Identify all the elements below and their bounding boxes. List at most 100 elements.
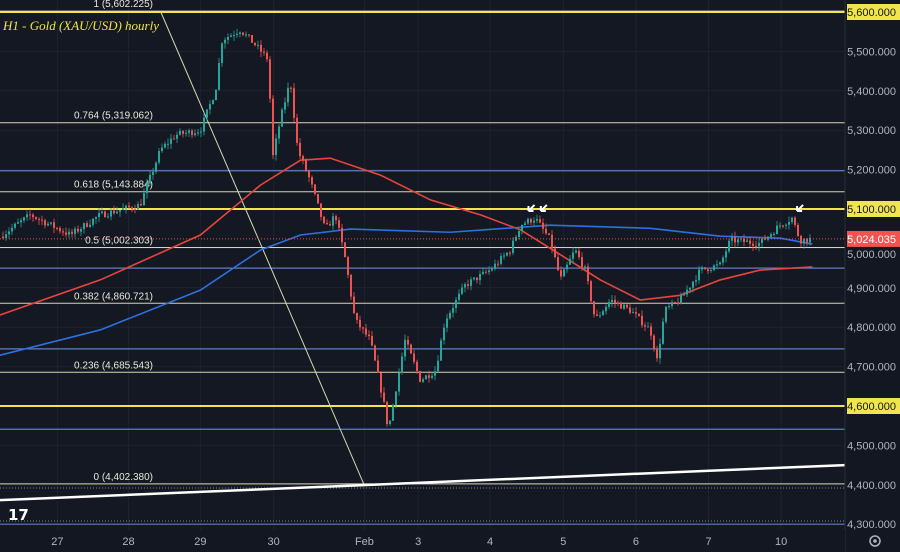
candle-body (458, 293, 460, 300)
candle-body (698, 269, 700, 281)
plot-area[interactable] (0, 0, 845, 530)
time-tick-label: 5 (560, 536, 566, 548)
candle-body (206, 109, 208, 118)
candle-body (158, 151, 160, 163)
candle-body (173, 138, 175, 140)
candle-body (197, 132, 199, 134)
candle-body (335, 216, 337, 221)
candle-body (464, 284, 466, 288)
candle-body (194, 133, 196, 136)
candle-body (434, 371, 436, 376)
candle-body (503, 255, 505, 257)
candle-body (710, 270, 712, 272)
gear-icon[interactable] (869, 535, 881, 547)
candle-body (14, 223, 16, 228)
candle-body (134, 209, 136, 211)
candle-body (293, 88, 295, 118)
candle-body (659, 343, 661, 359)
candle-body (182, 130, 184, 134)
candle-body (470, 279, 472, 286)
candle-body (449, 312, 451, 319)
time-tick-label: 30 (268, 536, 280, 548)
candle-body (389, 420, 391, 425)
candle-body (239, 32, 241, 34)
candle-body (647, 326, 649, 328)
candle-body (569, 258, 571, 265)
candle-body (467, 284, 469, 286)
candle-body (626, 304, 628, 308)
candle-body (614, 299, 616, 303)
candle-body (236, 33, 238, 36)
current-price-label: 5,024.035 (847, 234, 896, 246)
time-tick-label: 29 (194, 536, 206, 548)
candle-body (167, 143, 169, 145)
candle-body (695, 280, 697, 282)
candle-body (404, 339, 406, 357)
time-tick-label: 3 (415, 536, 421, 548)
candle-body (86, 223, 88, 227)
moving-average-line (0, 157, 813, 316)
candle-body (374, 345, 376, 361)
candle-body (674, 302, 676, 304)
candle-body (26, 214, 28, 218)
candle-body (317, 193, 319, 204)
candle-body (422, 379, 424, 382)
candle-body (311, 177, 313, 185)
candle-body (137, 204, 139, 210)
candle-body (752, 243, 754, 246)
candle-body (263, 51, 265, 53)
candle-body (437, 360, 439, 372)
fib-anchor-line[interactable] (159, 10, 365, 485)
candle-body (266, 52, 268, 60)
candle-body (509, 252, 511, 254)
price-tick-label: 4,400.000 (847, 480, 896, 492)
current-price-badge (847, 230, 900, 247)
candle-body (527, 218, 529, 224)
candle-body (533, 220, 535, 223)
candle-body (656, 349, 658, 359)
candle-body (224, 39, 226, 44)
candle-body (122, 208, 124, 211)
candle-body (350, 274, 352, 297)
candle-body (461, 287, 463, 294)
time-axis[interactable] (0, 530, 845, 552)
candle-body (62, 231, 64, 233)
candle-body (353, 296, 355, 313)
candle-body (326, 223, 328, 225)
key-level-badge (847, 4, 900, 20)
candle-body (545, 228, 547, 234)
price-axis[interactable] (845, 0, 900, 552)
candle-body (356, 312, 358, 320)
candle-body (104, 211, 106, 218)
candle-body (98, 212, 100, 218)
candle-body (383, 392, 385, 402)
candle-body (95, 217, 97, 219)
candle-body (701, 267, 703, 270)
arrow-annotation-icon (527, 204, 536, 212)
candle-body (215, 89, 217, 101)
candle-body (377, 360, 379, 373)
arrow-annotation-icon (539, 204, 548, 212)
fib-level-label: 0 (4,402.380) (94, 472, 154, 483)
candle-body (743, 238, 745, 242)
candle-body (281, 109, 283, 127)
trendline[interactable] (0, 463, 846, 502)
candle-body (779, 225, 781, 227)
candle-body (155, 162, 157, 172)
candle-body (221, 43, 223, 64)
candle-body (635, 312, 637, 314)
candle-body (323, 216, 325, 224)
candle-body (608, 301, 610, 307)
time-tick-label: 7 (705, 536, 711, 548)
candle-body (578, 250, 580, 258)
fib-level-label: 0.5 (5,002.303) (85, 235, 153, 246)
candle-body (539, 219, 541, 223)
candle-body (692, 281, 694, 288)
candle-body (554, 248, 556, 258)
candle-body (59, 228, 61, 232)
candle-body (716, 264, 718, 266)
candle-body (278, 126, 280, 139)
candle-body (254, 42, 256, 46)
